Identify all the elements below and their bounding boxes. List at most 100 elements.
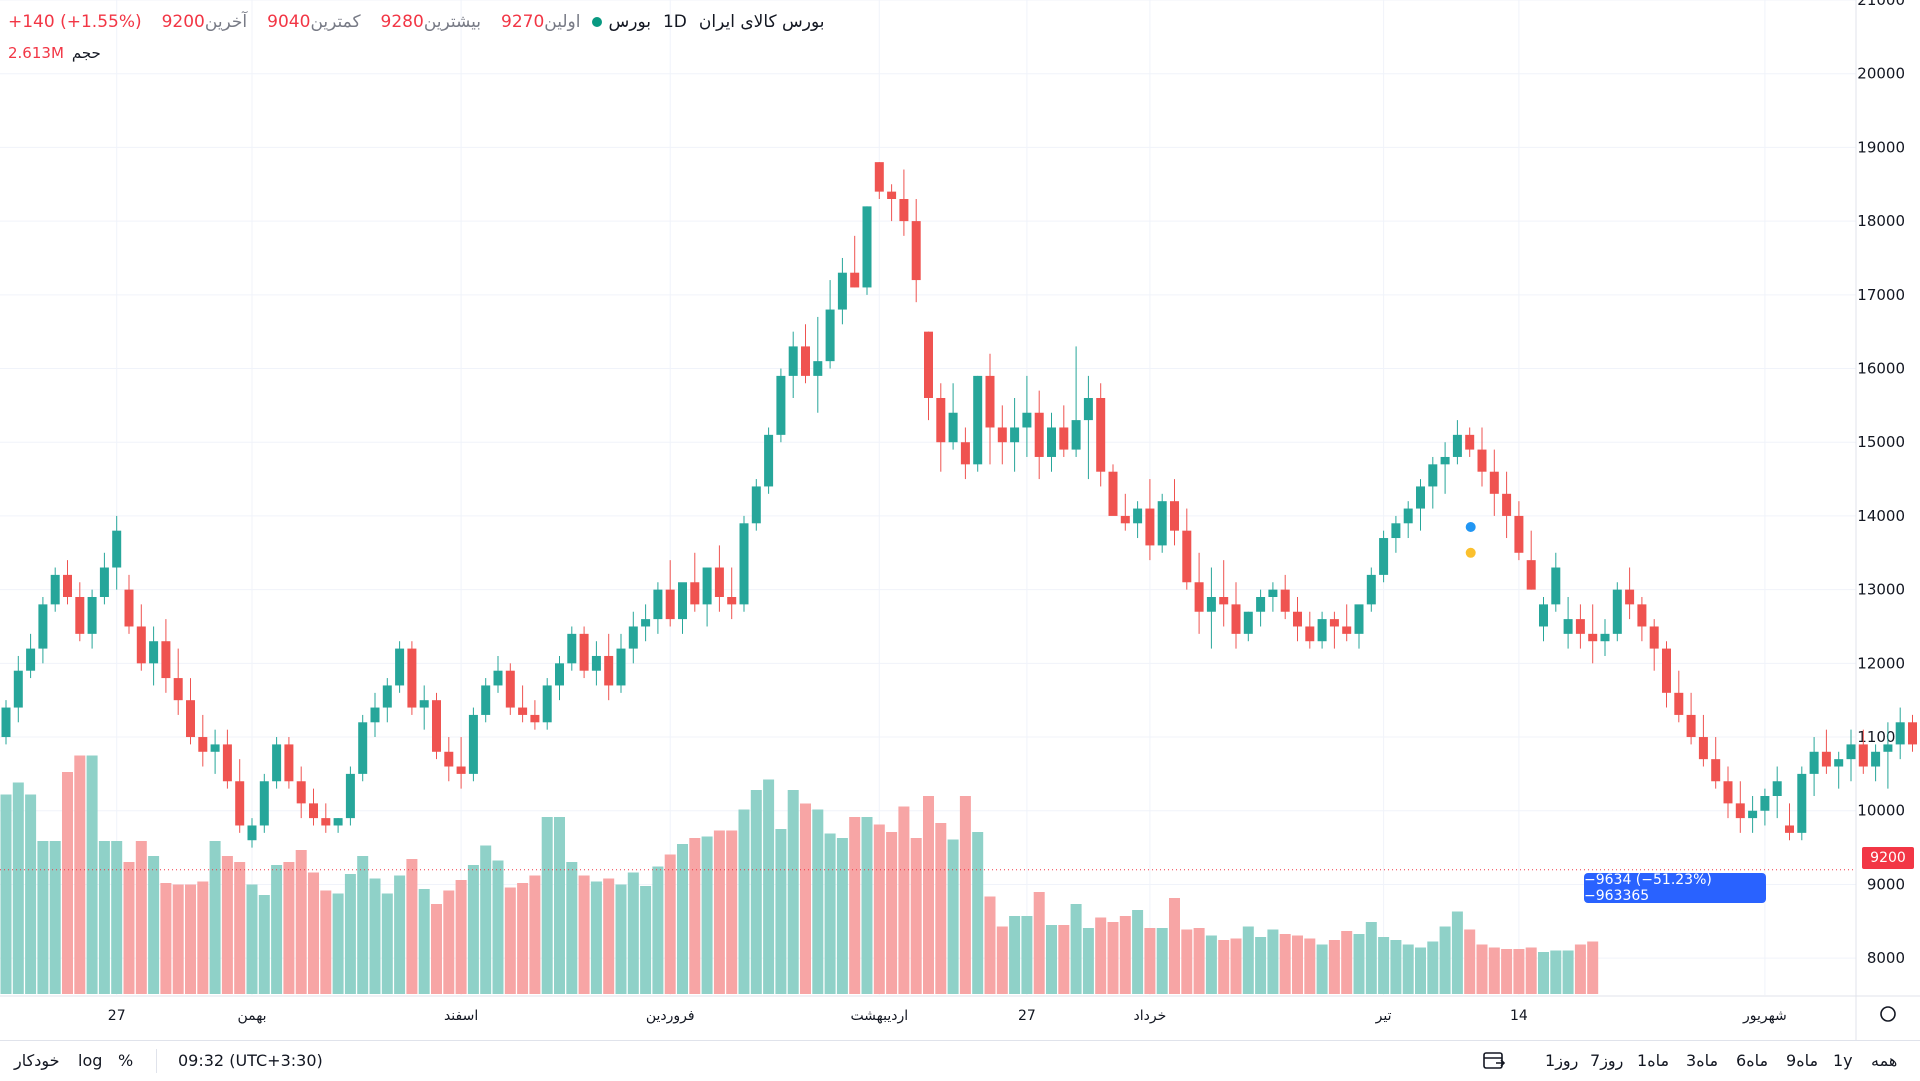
candle-body (259, 781, 269, 826)
candle-body (1440, 456, 1450, 465)
volume-bar (1353, 934, 1365, 994)
range-7d[interactable]: 7روز (1590, 1051, 1624, 1070)
candle-body (198, 737, 208, 752)
volume-bar (1107, 922, 1119, 994)
volume-bar (1218, 940, 1230, 994)
price-tick-label: 11000 (1857, 728, 1905, 746)
volume-bar (1316, 944, 1328, 994)
time-tick-label: 27 (1018, 1008, 1036, 1024)
price-tick-label: 9000 (1867, 875, 1905, 893)
volume-bar (1132, 910, 1144, 994)
time-tick-label: خرداد (1134, 1008, 1167, 1024)
price-tick-label: 16000 (1857, 360, 1905, 378)
volume-bar (1279, 934, 1291, 994)
range-6m[interactable]: 6ماه (1736, 1051, 1769, 1070)
candle-body (173, 678, 183, 701)
close-value: 9200 (161, 12, 205, 32)
range-9m[interactable]: 9ماه (1786, 1051, 1819, 1070)
candle-body (1674, 692, 1684, 715)
candle-body (382, 685, 392, 708)
candle-body (751, 486, 761, 524)
volume-bar (898, 806, 910, 994)
candle-body (1133, 508, 1143, 524)
symbol-legend: بورس کالای ایران 1D بورس اولین 9270 بیشت… (8, 10, 824, 34)
candle-body (1785, 825, 1794, 833)
candle-body (1293, 611, 1302, 627)
candle-body (1711, 759, 1721, 782)
volume-bar (664, 854, 676, 994)
candle-body (1354, 604, 1364, 634)
candle-body (395, 648, 405, 686)
candle-body (714, 567, 724, 597)
range-1y[interactable]: 1y (1833, 1051, 1853, 1070)
volume-bar (185, 884, 196, 994)
candle-body (370, 707, 380, 723)
candle-body (1379, 538, 1389, 575)
volume-bar (12, 782, 24, 994)
timezone-readout[interactable]: 09:32 (UTC+3:30) (178, 1051, 323, 1070)
volume-bar (1427, 941, 1439, 994)
settings-gear-icon[interactable] (1880, 1006, 1896, 1022)
candle-body (1748, 810, 1758, 819)
volume-bar (221, 856, 233, 994)
volume-bar (234, 862, 246, 994)
candle-body (345, 773, 355, 819)
market-status-icon (592, 17, 603, 27)
volume-bar (418, 889, 430, 994)
volume-bar (295, 850, 307, 994)
volume-bar (86, 755, 98, 994)
range-3m[interactable]: 3ماه (1686, 1051, 1719, 1070)
log-toggle[interactable]: log (78, 1051, 103, 1070)
range-1m[interactable]: 1ماه (1637, 1051, 1670, 1070)
range-all[interactable]: همه (1871, 1051, 1898, 1070)
time-tick-label: تیر (1375, 1008, 1392, 1024)
candle-body (997, 427, 1007, 443)
volume-bar (1365, 922, 1377, 994)
auto-toggle[interactable]: خودکار (14, 1051, 60, 1070)
volume-bar (492, 860, 504, 994)
volume-bar (74, 755, 86, 994)
candle-body (1231, 604, 1241, 634)
candle-body (1416, 486, 1425, 509)
candlestick-chart[interactable]: 8000 9000 10000 11000 12000 13000 14000 15000 16… (0, 0, 1920, 1040)
volume-bar (25, 794, 37, 994)
symbol-name[interactable]: بورس کالای ایران (698, 12, 825, 32)
volume-bar (504, 887, 516, 994)
volume-bar (308, 872, 319, 994)
volume-bar (1230, 938, 1242, 994)
range-1d[interactable]: 1روز (1545, 1051, 1579, 1070)
candle-body (579, 633, 589, 671)
interval-label[interactable]: 1D (662, 12, 687, 32)
volume-bar (873, 824, 885, 994)
volume-bar (1550, 950, 1562, 994)
candle-body (702, 567, 712, 605)
volume-bar (1046, 925, 1057, 994)
divider (156, 1049, 157, 1073)
candle-body (1735, 803, 1745, 819)
percent-toggle[interactable]: % (118, 1051, 134, 1070)
time-tick-label: 27 (108, 1008, 126, 1024)
price-tick-label: 8000 (1867, 949, 1905, 967)
candle-body (1625, 589, 1635, 605)
volume-bar (541, 817, 553, 994)
candle-body (1010, 427, 1020, 443)
volume-bar (49, 841, 61, 994)
candle-body (813, 361, 823, 376)
change-value: +140 (+1.55%) (8, 12, 142, 32)
volume-bar (320, 890, 332, 994)
volume-bar (738, 809, 750, 994)
volume-bar (148, 856, 160, 994)
volume-bar (1402, 944, 1414, 994)
volume-bar (1205, 935, 1217, 994)
volume-bar (1033, 892, 1045, 994)
high-value: 9280 (380, 12, 424, 32)
volume-bar (1341, 931, 1353, 994)
candle-body (727, 597, 737, 605)
volume-bar (787, 790, 799, 994)
candle-body (1366, 574, 1376, 605)
volume-bar (381, 893, 393, 994)
candle-body (1108, 471, 1118, 516)
volume-bar (209, 841, 221, 994)
candle-body (1612, 589, 1622, 634)
